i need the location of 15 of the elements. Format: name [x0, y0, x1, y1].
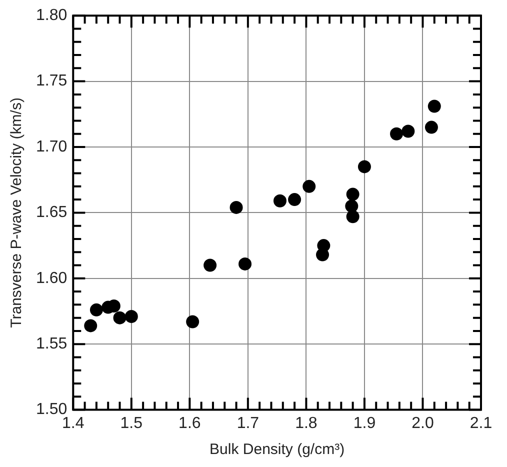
- x-tick-label: 2.0: [412, 414, 434, 432]
- y-tick-label: 1.70: [36, 138, 68, 156]
- y-tick-label: 1.80: [36, 7, 68, 24]
- y-axis-title: Transverse P-wave Velocity (km/s): [8, 98, 26, 328]
- y-tick-label: 1.60: [36, 270, 68, 287]
- x-tick-label: 2.1: [470, 414, 492, 432]
- x-tick-label: 1.8: [295, 414, 318, 432]
- y-tick-label: 1.75: [36, 72, 68, 90]
- x-tick-label: 1.7: [236, 414, 260, 432]
- y-tick-label: 1.65: [36, 204, 68, 222]
- x-tick-label: 1.5: [120, 414, 143, 432]
- x-axis-title: Bulk Density (g/cm³): [210, 441, 345, 458]
- x-tick-label: 1.9: [353, 414, 376, 432]
- y-tick-label: 1.55: [36, 336, 68, 353]
- x-tick-label: 1.6: [178, 414, 201, 432]
